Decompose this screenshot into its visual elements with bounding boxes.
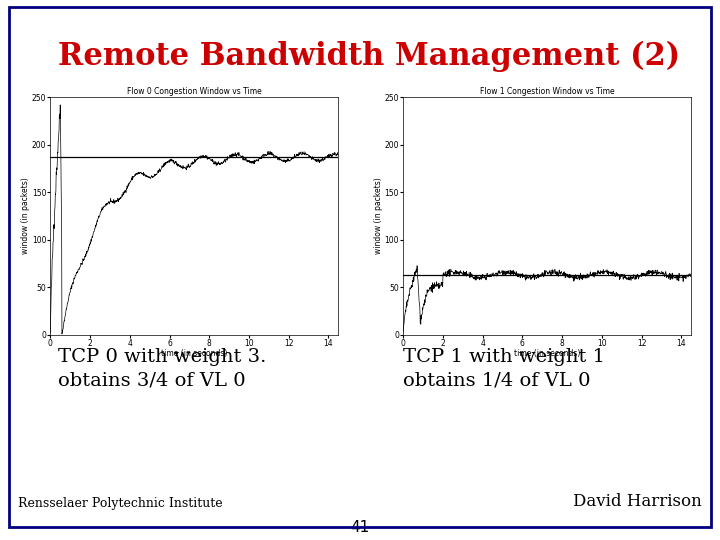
Y-axis label: window (in packets): window (in packets) [374,178,383,254]
Text: Remote Bandwidth Management (2): Remote Bandwidth Management (2) [58,41,680,72]
Text: Rensselaer Polytechnic Institute: Rensselaer Polytechnic Institute [18,497,222,510]
Y-axis label: window (in packets): window (in packets) [22,178,30,254]
Title: Flow 0 Congestion Window vs Time: Flow 0 Congestion Window vs Time [127,87,262,97]
Title: Flow 1 Congestion Window vs Time: Flow 1 Congestion Window vs Time [480,87,614,97]
Text: TCP 1 with weight 1
obtains 1/4 of VL 0: TCP 1 with weight 1 obtains 1/4 of VL 0 [403,348,606,390]
Text: 41: 41 [351,519,369,535]
X-axis label: time (in seconds): time (in seconds) [514,349,580,359]
Text: David Harrison: David Harrison [573,494,702,510]
Text: TCP 0 with weight 3.
obtains 3/4 of VL 0: TCP 0 with weight 3. obtains 3/4 of VL 0 [58,348,266,390]
X-axis label: time (in seconds): time (in seconds) [161,349,228,359]
